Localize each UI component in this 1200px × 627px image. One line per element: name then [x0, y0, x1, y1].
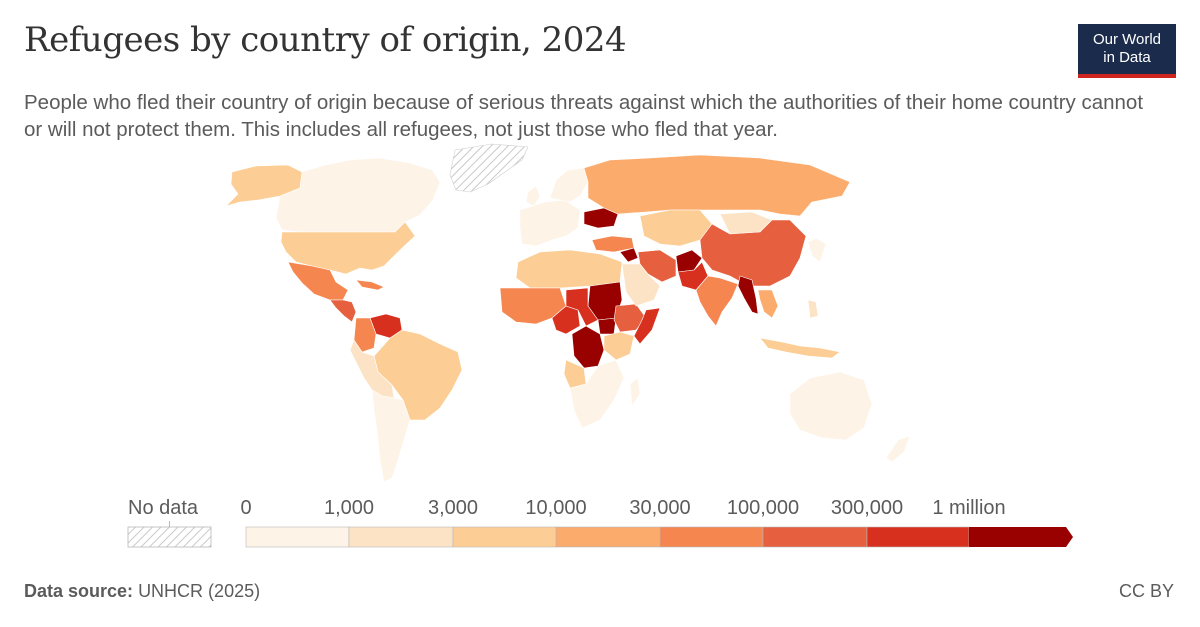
country-russia[interactable]	[583, 154, 851, 217]
chart-title: Refugees by country of origin, 2024	[24, 20, 627, 60]
country-east-africa[interactable]	[603, 331, 635, 361]
data-source-link[interactable]: UNHCR (2025)	[138, 581, 261, 601]
country-new-zealand[interactable]	[885, 435, 911, 463]
legend-label-1000: 1,000	[323, 497, 375, 519]
country-madagascar[interactable]	[629, 377, 641, 407]
legend-bin-3	[555, 526, 661, 548]
legend-label-300000: 300,000	[830, 497, 904, 519]
country-arabian-peninsula[interactable]	[621, 263, 661, 307]
country-southeast-asia[interactable]	[757, 289, 779, 319]
country-argentina-chile[interactable]	[371, 389, 411, 483]
country-canada[interactable]	[275, 157, 441, 233]
country-japan-korea[interactable]	[807, 237, 827, 263]
legend-no-data-label: No data	[128, 497, 199, 519]
data-source-label: Data source:	[24, 581, 134, 601]
country-australia[interactable]	[789, 371, 873, 441]
country-somalia[interactable]	[633, 307, 661, 345]
country-syria[interactable]	[619, 247, 639, 263]
chart-subtitle: People who fled their country of origin …	[24, 91, 1144, 141]
country-south-sudan[interactable]	[597, 317, 617, 335]
country-china[interactable]	[699, 219, 807, 287]
country-dr-congo[interactable]	[571, 325, 605, 369]
legend-bin-4	[659, 526, 764, 548]
license-link[interactable]: CC BY	[1118, 581, 1174, 601]
country-southern-africa[interactable]	[569, 359, 625, 429]
legend-label-0: 0	[240, 497, 252, 519]
logo-line-1: Our World	[1092, 31, 1162, 48]
country-indonesia[interactable]	[759, 337, 841, 359]
country-central-america[interactable]	[329, 299, 357, 323]
legend-label-30000: 30,000	[629, 497, 691, 519]
legend-bin-0	[245, 526, 350, 548]
legend	[127, 521, 1073, 548]
legend-label-10000: 10,000	[525, 497, 587, 519]
legend-bin-1	[348, 526, 454, 548]
country-caribbean[interactable]	[355, 279, 385, 291]
legend-bin-7	[969, 527, 1073, 547]
country-india[interactable]	[695, 275, 739, 327]
legend-label-1-million: 1 million	[932, 497, 1006, 519]
country-philippines[interactable]	[807, 299, 819, 319]
legend-label-100000: 100,000	[726, 497, 800, 519]
country-uk[interactable]	[525, 185, 541, 207]
country-scandinavia[interactable]	[549, 167, 589, 203]
country-usa[interactable]	[280, 221, 416, 275]
legend-bin-2	[452, 526, 557, 548]
legend-label-3000: 3,000	[427, 497, 479, 519]
legend-bin-6	[866, 526, 970, 548]
country-greenland[interactable]	[449, 143, 529, 193]
legend-no-data-swatch	[127, 526, 212, 548]
logo-line-2: in Data	[1103, 49, 1151, 66]
country-north-africa[interactable]	[515, 249, 623, 289]
owid-logo[interactable]: Our World in Data	[1078, 24, 1176, 78]
country-chad-car[interactable]	[565, 287, 599, 327]
country-usa-alaska[interactable]	[225, 164, 303, 207]
country-myanmar[interactable]	[737, 275, 759, 315]
legend-bin-5	[762, 526, 868, 548]
country-afghanistan[interactable]	[675, 249, 703, 273]
data-source: Data source: UNHCR (2025)	[24, 581, 260, 602]
country-western-europe[interactable]	[519, 199, 581, 247]
